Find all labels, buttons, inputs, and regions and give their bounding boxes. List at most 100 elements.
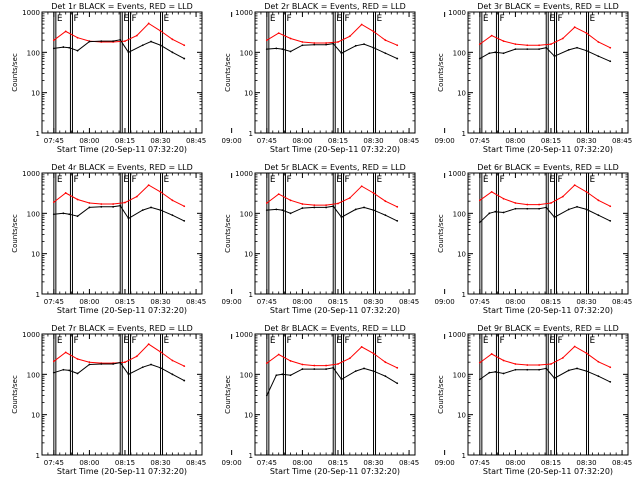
data-point bbox=[384, 214, 387, 217]
y-tick-label: 1000 bbox=[235, 170, 253, 178]
data-point bbox=[76, 215, 79, 218]
data-point bbox=[396, 57, 399, 60]
series-line-red bbox=[53, 22, 185, 46]
series-line-red bbox=[479, 345, 611, 368]
data-point bbox=[135, 34, 138, 37]
y-tick-label: 1 bbox=[249, 291, 253, 299]
event-marker-label: E bbox=[336, 336, 342, 346]
data-point bbox=[124, 201, 126, 204]
data-point bbox=[363, 367, 365, 370]
y-tick-label: 10 bbox=[244, 90, 253, 98]
data-point bbox=[265, 202, 268, 204]
y-tick-label: 1 bbox=[249, 130, 253, 138]
data-point bbox=[478, 378, 481, 381]
x-tick-label: 08:00 bbox=[292, 459, 312, 467]
data-point bbox=[597, 214, 600, 217]
data-point bbox=[384, 200, 387, 203]
data-point bbox=[337, 41, 339, 43]
event-marker-label: E bbox=[590, 336, 596, 346]
data-point bbox=[159, 350, 162, 353]
data-point bbox=[159, 209, 162, 212]
data-point bbox=[585, 352, 588, 355]
data-point bbox=[502, 52, 505, 55]
y-tick-label: 100 bbox=[240, 49, 253, 57]
data-point bbox=[526, 48, 529, 51]
x-tick-label: 08:45 bbox=[612, 137, 632, 145]
event-marker-label: E bbox=[270, 336, 276, 346]
x-tick-label: 07:45 bbox=[44, 137, 64, 145]
data-point bbox=[396, 44, 399, 47]
data-point bbox=[159, 29, 162, 32]
y-tick-label: 1000 bbox=[22, 9, 40, 17]
chart-title: Det 5r BLACK = Events, RED = LLD bbox=[264, 163, 406, 172]
y-tick-label: 1 bbox=[36, 452, 40, 460]
x-tick-label: 08:45 bbox=[612, 459, 632, 467]
data-point bbox=[526, 203, 529, 206]
event-marker-label: F bbox=[345, 336, 350, 346]
data-point bbox=[597, 360, 600, 363]
chart-panel: Det 2r BLACK = Events, RED = LLD 1000 100 1… bbox=[224, 2, 455, 154]
y-tick-label: 1 bbox=[36, 130, 40, 138]
data-point bbox=[265, 48, 268, 51]
data-point bbox=[147, 184, 150, 187]
data-point bbox=[52, 213, 55, 216]
data-point bbox=[62, 46, 65, 48]
series-line-black bbox=[53, 362, 185, 382]
data-point bbox=[52, 360, 55, 363]
chart-panel: Det 1r BLACK = Events, RED = LLD 1000 100 1… bbox=[11, 2, 242, 154]
data-point bbox=[150, 206, 152, 209]
data-point bbox=[150, 363, 152, 366]
data-point bbox=[183, 205, 186, 208]
data-point bbox=[277, 353, 280, 356]
x-tick-label: 08:15 bbox=[115, 298, 135, 306]
chart-title: Det 4r BLACK = Events, RED = LLD bbox=[51, 163, 193, 172]
data-point bbox=[372, 46, 375, 49]
chart-title: Det 2r BLACK = Events, RED = LLD bbox=[264, 2, 406, 11]
y-tick-label: 10 bbox=[31, 251, 40, 259]
panels-container: Det 1r BLACK = Events, RED = LLD 1000 100 1… bbox=[11, 2, 632, 476]
data-point bbox=[183, 57, 186, 60]
data-point bbox=[526, 207, 529, 210]
x-tick-label: 08:30 bbox=[363, 459, 383, 467]
y-tick-label: 10 bbox=[457, 90, 466, 98]
event-marker-label: F bbox=[499, 175, 504, 185]
data-point bbox=[112, 40, 115, 42]
data-point bbox=[597, 55, 600, 58]
data-point bbox=[502, 372, 505, 375]
data-point bbox=[281, 373, 284, 376]
data-point bbox=[150, 40, 152, 43]
data-point bbox=[384, 361, 387, 364]
event-marker-label: F bbox=[345, 14, 350, 24]
x-tick-label: 08:45 bbox=[186, 137, 206, 145]
event-marker-label: E bbox=[549, 14, 555, 24]
data-point bbox=[340, 52, 343, 55]
y-tick-label: 1000 bbox=[235, 331, 253, 339]
y-tick-label: 100 bbox=[27, 371, 40, 379]
y-tick-label: 10 bbox=[31, 412, 40, 420]
x-tick-label: 08:00 bbox=[505, 298, 525, 306]
data-point bbox=[494, 210, 497, 213]
x-tick-label: 07:45 bbox=[470, 459, 490, 467]
data-point bbox=[561, 195, 564, 198]
data-point bbox=[159, 366, 162, 369]
x-tick-label: 07:45 bbox=[257, 137, 277, 145]
x-tick-label: 09:00 bbox=[435, 137, 455, 145]
y-tick-label: 1000 bbox=[448, 170, 466, 178]
data-point bbox=[301, 41, 304, 43]
data-point bbox=[88, 40, 91, 43]
data-point bbox=[514, 202, 517, 204]
data-point bbox=[127, 373, 130, 376]
chart-title: Det 1r BLACK = Events, RED = LLD bbox=[51, 2, 193, 11]
y-axis-label: Counts/sec bbox=[437, 375, 445, 414]
event-marker-label: E bbox=[590, 14, 596, 24]
data-point bbox=[100, 203, 103, 205]
data-point bbox=[301, 207, 304, 209]
data-point bbox=[147, 22, 150, 25]
data-point bbox=[52, 39, 55, 42]
data-point bbox=[478, 221, 481, 224]
event-marker-label: E bbox=[123, 175, 129, 185]
event-marker-label: F bbox=[73, 175, 78, 185]
data-point bbox=[545, 46, 548, 49]
data-point bbox=[289, 212, 292, 215]
